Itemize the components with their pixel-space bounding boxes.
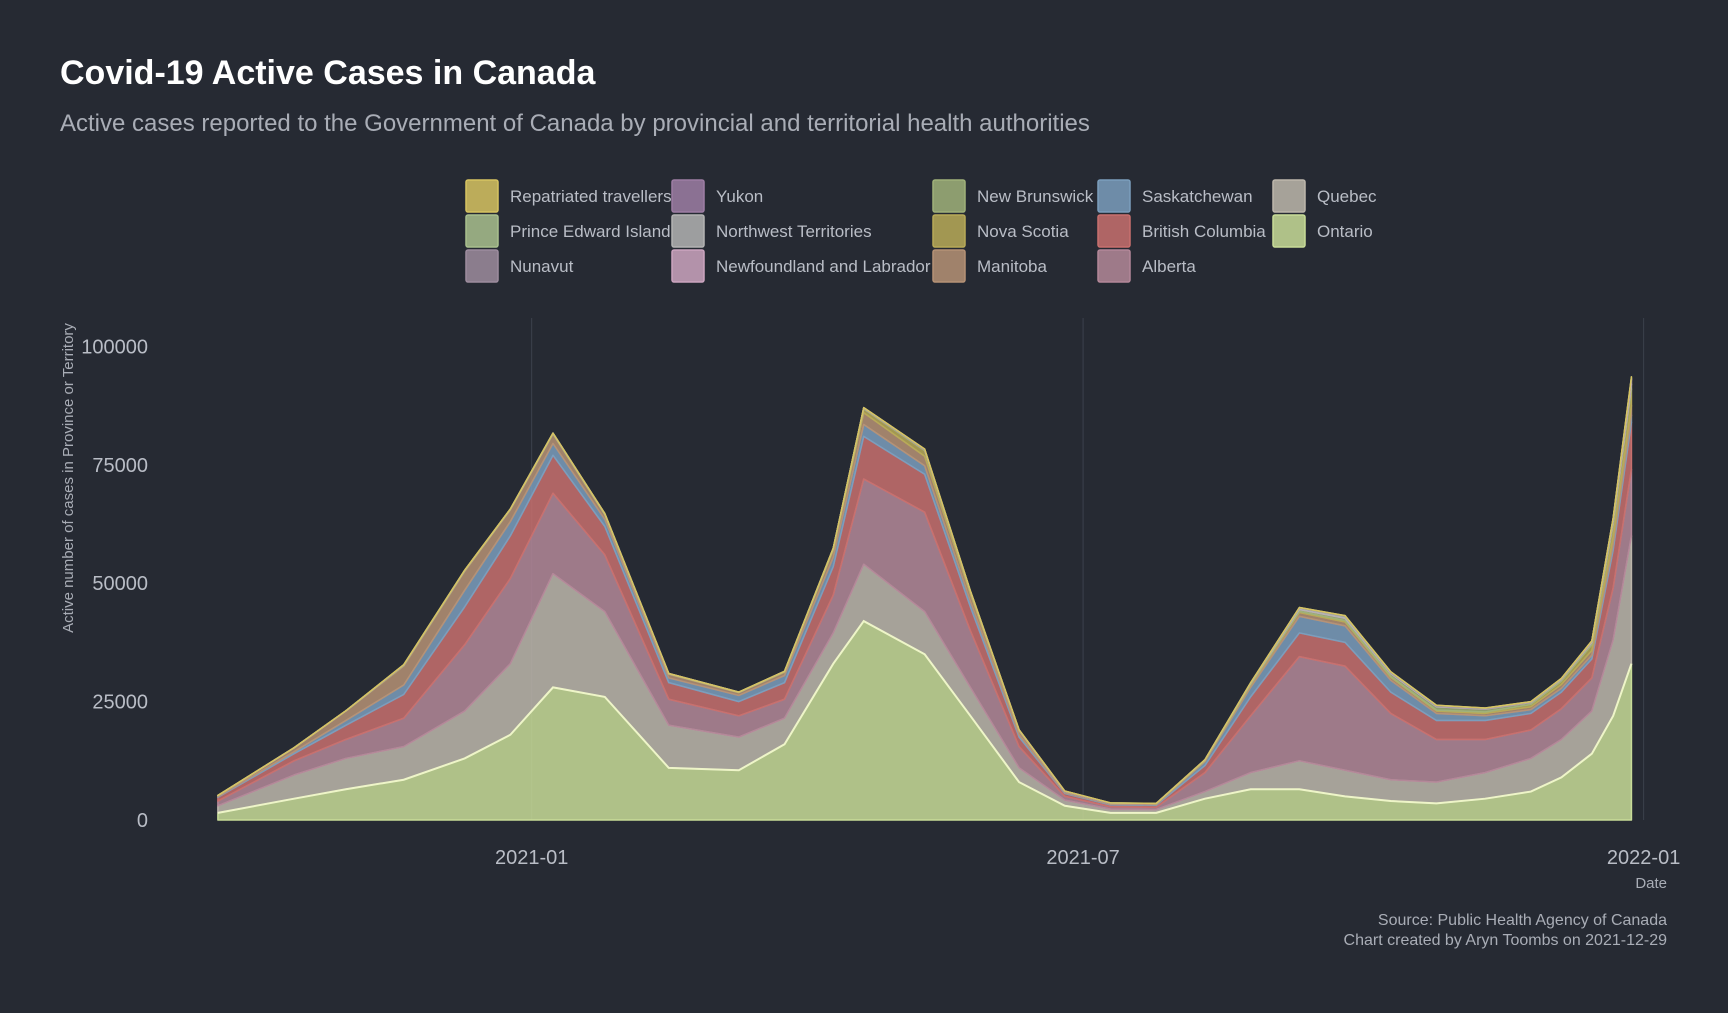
legend-item-yukon: Yukon — [671, 179, 763, 213]
legend-swatch — [1097, 249, 1131, 283]
legend-item-saskatchewan: Saskatchewan — [1097, 179, 1253, 213]
legend: Repatriated travellers Prince Edward Isla… — [465, 179, 1377, 283]
legend-item-northwest-territories: Northwest Territories — [671, 214, 872, 248]
legend-item-repatriated-travellers: Repatriated travellers — [465, 179, 672, 213]
y-tick-label: 0 — [137, 810, 148, 832]
stacked-areas — [217, 376, 1633, 821]
legend-swatch — [932, 249, 966, 283]
legend-label: Prince Edward Island — [510, 222, 671, 241]
legend-item-manitoba: Manitoba — [932, 249, 1047, 283]
legend-swatch — [1272, 179, 1306, 213]
legend-label: New Brunswick — [977, 187, 1094, 206]
caption-credit: Chart created by Aryn Toombs on 2021-12-… — [1344, 932, 1668, 949]
legend-label: Quebec — [1317, 187, 1377, 206]
legend-swatch — [465, 179, 499, 213]
legend-swatch — [1097, 214, 1131, 248]
legend-item-alberta: Alberta — [1097, 249, 1196, 283]
legend-label: Manitoba — [977, 257, 1047, 276]
legend-label: Repatriated travellers — [510, 187, 672, 206]
legend-swatch — [671, 249, 705, 283]
area-repatriated-travellers — [217, 376, 1633, 805]
y-tick-label: 75000 — [92, 455, 148, 477]
legend-swatch — [932, 214, 966, 248]
legend-swatch — [671, 214, 705, 248]
legend-label: Ontario — [1317, 222, 1373, 241]
y-axis-ticks: 0 25000 50000 75000 100000 — [81, 336, 148, 832]
legend-label: Saskatchewan — [1142, 187, 1253, 206]
y-tick-label: 50000 — [92, 573, 148, 595]
caption-source: Source: Public Health Agency of Canada — [1378, 912, 1667, 929]
legend-label: British Columbia — [1142, 222, 1266, 241]
y-axis-title: Active number of cases in Province or Te… — [60, 323, 77, 633]
legend-item-nova-scotia: Nova Scotia — [932, 214, 1069, 248]
x-tick-label: 2021-07 — [1046, 847, 1119, 869]
legend-swatch — [671, 179, 705, 213]
x-tick-label: 2021-01 — [495, 847, 568, 869]
x-axis-title: Date — [1635, 875, 1667, 892]
legend-item-prince-edward-island: Prince Edward Island — [465, 214, 671, 248]
legend-label: Nova Scotia — [977, 222, 1069, 241]
legend-label: Northwest Territories — [716, 222, 872, 241]
legend-swatch — [1272, 214, 1306, 248]
legend-item-new-brunswick: New Brunswick — [932, 179, 1094, 213]
legend-label: Newfoundland and Labrador — [716, 257, 931, 276]
chart-subtitle: Active cases reported to the Government … — [60, 110, 1090, 137]
legend-item-british-columbia: British Columbia — [1097, 214, 1266, 248]
legend-swatch — [465, 249, 499, 283]
legend-label: Yukon — [716, 187, 763, 206]
chart-title: Covid-19 Active Cases in Canada — [60, 54, 596, 92]
x-tick-label: 2022-01 — [1607, 847, 1680, 869]
legend-item-nunavut: Nunavut — [465, 249, 574, 283]
legend-item-ontario: Ontario — [1272, 214, 1373, 248]
legend-label: Nunavut — [510, 257, 574, 276]
x-axis-ticks: 2021-01 2021-07 2022-01 — [495, 847, 1680, 869]
legend-swatch — [465, 214, 499, 248]
legend-label: Alberta — [1142, 257, 1196, 276]
y-tick-label: 100000 — [81, 336, 148, 358]
legend-item-newfoundland-and-labrador: Newfoundland and Labrador — [671, 249, 931, 283]
legend-item-quebec: Quebec — [1272, 179, 1377, 213]
legend-swatch — [1097, 179, 1131, 213]
ontario-outline — [217, 619, 1633, 814]
y-tick-label: 25000 — [92, 692, 148, 714]
legend-swatch — [932, 179, 966, 213]
